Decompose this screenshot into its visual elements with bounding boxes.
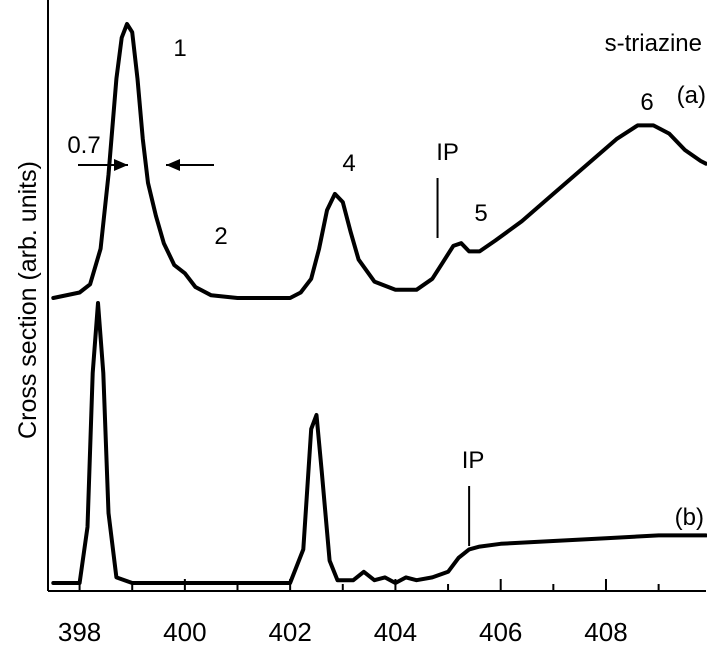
fwhm-arrowhead-right xyxy=(166,159,180,171)
fwhm-label: 0.7 xyxy=(67,132,100,159)
peak-label: 4 xyxy=(342,150,355,177)
peak-label: 6 xyxy=(640,89,653,116)
series-a-line xyxy=(51,22,707,300)
y-axis-label: Cross section (arb. units) xyxy=(14,161,42,439)
annotation-label: IP xyxy=(462,447,485,474)
peak-label: 5 xyxy=(474,200,487,227)
x-tick-label: 406 xyxy=(479,617,522,647)
compound-label: s-triazine xyxy=(605,30,702,57)
x-tick-label: 408 xyxy=(584,617,627,647)
annotation-label: IP xyxy=(436,139,459,166)
peak-label: 2 xyxy=(214,223,227,250)
panel-label-b: (b) xyxy=(675,504,704,531)
x-tick-label: 402 xyxy=(268,617,311,647)
fwhm-arrowhead-left xyxy=(114,159,128,171)
peak-label: 1 xyxy=(173,35,186,62)
panel-label-a: (a) xyxy=(677,82,706,109)
x-tick-label: 404 xyxy=(374,617,417,647)
x-tick-label: 400 xyxy=(163,617,206,647)
series-b-line xyxy=(51,301,707,585)
x-tick-label: 398 xyxy=(58,617,101,647)
